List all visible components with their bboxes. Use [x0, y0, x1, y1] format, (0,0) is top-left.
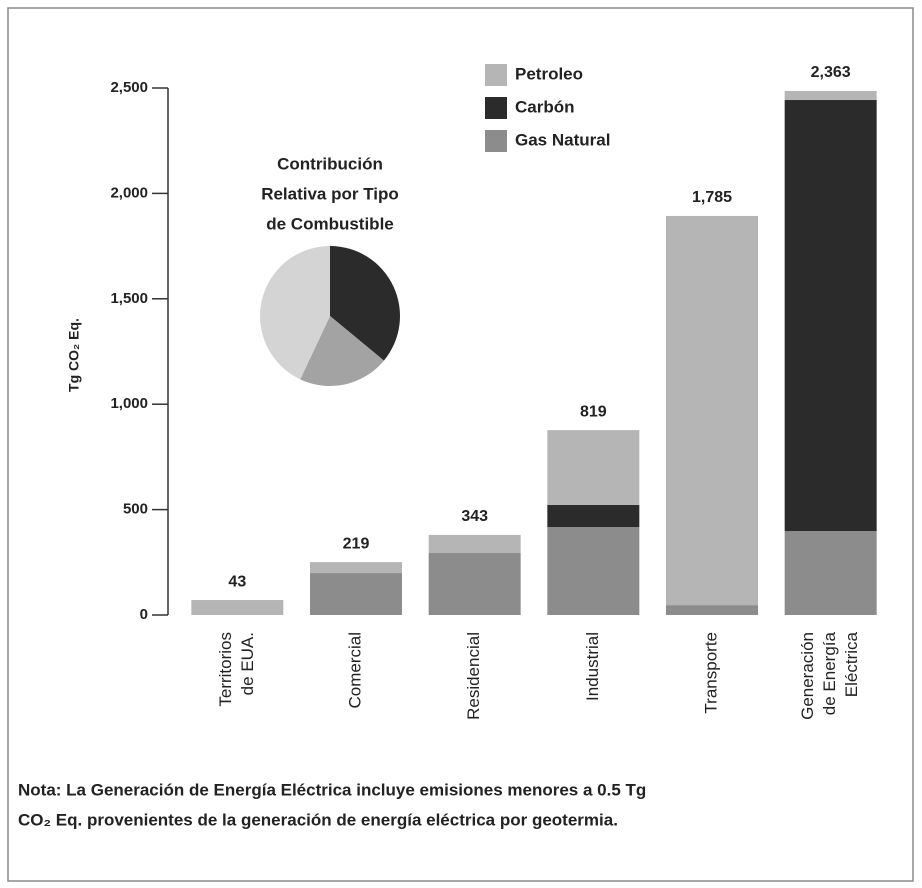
y-tick-label: 2,500: [110, 79, 148, 96]
x-tick-label: Eléctrica: [842, 631, 861, 697]
bar-segment: [784, 100, 877, 532]
bar-segment: [547, 504, 640, 528]
bar-segment: [310, 562, 402, 574]
note: CO₂ Eq. provenientes de la generación de…: [18, 810, 618, 829]
total-label: 219: [343, 535, 370, 552]
total-label: 819: [580, 403, 607, 420]
y-tick-label: 0: [140, 606, 148, 623]
x-tick-label: Territorios: [216, 632, 235, 707]
pie-title: de Combustible: [266, 214, 394, 233]
bar-segment: [310, 573, 402, 615]
frame: [7, 7, 914, 882]
bar-segment: [428, 553, 521, 615]
y-tick-label: 1,500: [110, 290, 148, 307]
legend-label: Carbón: [515, 97, 575, 116]
bar-segment: [191, 600, 284, 615]
x-tick-label: de Energía: [820, 631, 839, 715]
x-tick-label: de EUA.: [238, 632, 257, 695]
pie-slice: [330, 246, 401, 361]
x-tick-label: Comercial: [345, 632, 364, 709]
total-label: 1,785: [692, 189, 732, 206]
total-label: 2,363: [811, 64, 851, 81]
y-tick-label: 2,000: [110, 184, 148, 201]
bar-segment: [547, 430, 640, 505]
bar-segment: [666, 605, 758, 615]
pie-slice: [260, 246, 330, 380]
legend-swatch: [485, 130, 507, 152]
bar-segment: [428, 534, 521, 554]
legend-label: Gas Natural: [515, 130, 610, 149]
y-tick-label: 500: [123, 501, 148, 518]
y-tick-label: 1,000: [110, 395, 148, 412]
x-tick-label: Transporte: [701, 632, 720, 714]
pie-slice: [300, 316, 384, 386]
total-label: 43: [228, 573, 246, 590]
y-axis-label: Tg CO₂ Eq.: [66, 318, 82, 392]
legend-swatch: [485, 64, 507, 86]
bar-segment: [666, 215, 758, 606]
legend-swatch: [485, 97, 507, 119]
pie-title: Contribución: [277, 154, 383, 173]
note: Nota: La Generación de Energía Eléctrica…: [18, 780, 646, 799]
total-label: 343: [461, 508, 488, 525]
pie-title: Relativa por Tipo: [261, 184, 399, 203]
legend-label: Petroleo: [515, 64, 583, 83]
x-tick-label: Generación: [798, 632, 817, 720]
bar-segment: [784, 90, 877, 101]
bar-segment: [784, 531, 877, 615]
bar-segment: [547, 527, 640, 615]
x-tick-label: Industrial: [583, 632, 602, 701]
x-tick-label: Residencial: [464, 632, 483, 720]
